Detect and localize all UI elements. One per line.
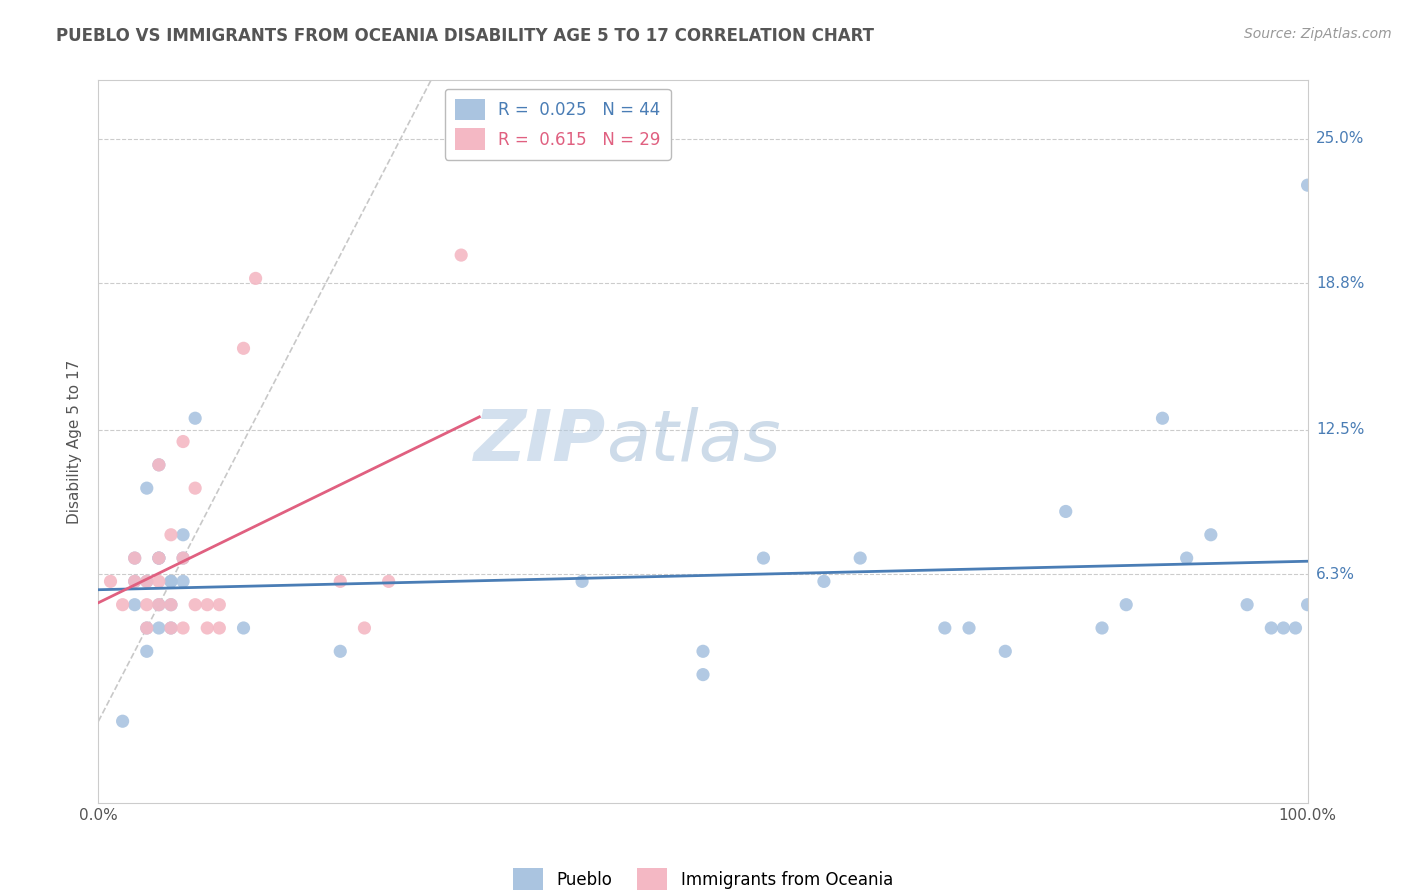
Point — [329, 574, 352, 589]
Text: atlas: atlas — [606, 407, 780, 476]
Point — [135, 598, 157, 612]
Point — [172, 434, 194, 449]
Point — [1199, 528, 1222, 542]
Point — [1175, 551, 1198, 566]
Point — [160, 598, 183, 612]
Point — [1284, 621, 1306, 635]
Text: 25.0%: 25.0% — [1316, 131, 1364, 146]
Point — [377, 574, 399, 589]
Point — [100, 574, 122, 589]
Text: PUEBLO VS IMMIGRANTS FROM OCEANIA DISABILITY AGE 5 TO 17 CORRELATION CHART: PUEBLO VS IMMIGRANTS FROM OCEANIA DISABI… — [56, 27, 875, 45]
Point — [172, 528, 194, 542]
Point — [160, 621, 183, 635]
Point — [124, 574, 146, 589]
Point — [245, 271, 267, 285]
Point — [994, 644, 1017, 658]
Point — [148, 458, 170, 472]
Point — [148, 551, 170, 566]
Text: 6.3%: 6.3% — [1316, 567, 1355, 582]
Point — [353, 621, 375, 635]
Point — [957, 621, 980, 635]
Point — [135, 621, 157, 635]
Point — [752, 551, 775, 566]
Point — [135, 621, 157, 635]
Point — [148, 458, 170, 472]
Point — [1260, 621, 1282, 635]
Point — [1296, 598, 1319, 612]
Point — [813, 574, 835, 589]
Point — [160, 528, 183, 542]
Point — [571, 574, 593, 589]
Point — [148, 551, 170, 566]
Point — [1091, 621, 1114, 635]
Point — [148, 598, 170, 612]
Point — [135, 574, 157, 589]
Point — [1115, 598, 1137, 612]
Point — [148, 551, 170, 566]
Point — [172, 574, 194, 589]
Point — [1054, 504, 1077, 518]
Point — [148, 574, 170, 589]
Point — [692, 644, 714, 658]
Text: 18.8%: 18.8% — [1316, 276, 1364, 291]
Point — [208, 621, 231, 635]
Point — [172, 551, 194, 566]
Point — [1296, 178, 1319, 193]
Point — [135, 644, 157, 658]
Point — [184, 598, 207, 612]
Point — [172, 551, 194, 566]
Point — [934, 621, 956, 635]
Point — [135, 481, 157, 495]
Point — [450, 248, 472, 262]
Point — [124, 551, 146, 566]
Text: ZIP: ZIP — [474, 407, 606, 476]
Point — [195, 621, 218, 635]
Point — [195, 598, 218, 612]
Point — [1272, 621, 1295, 635]
Point — [124, 598, 146, 612]
Point — [232, 341, 254, 355]
Legend: Pueblo, Immigrants from Oceania: Pueblo, Immigrants from Oceania — [506, 862, 900, 892]
Point — [148, 621, 170, 635]
Point — [692, 667, 714, 681]
Point — [124, 574, 146, 589]
Point — [111, 598, 134, 612]
Text: 12.5%: 12.5% — [1316, 423, 1364, 437]
Point — [232, 621, 254, 635]
Point — [1236, 598, 1258, 612]
Point — [329, 644, 352, 658]
Point — [160, 574, 183, 589]
Point — [849, 551, 872, 566]
Point — [135, 574, 157, 589]
Point — [124, 551, 146, 566]
Point — [208, 598, 231, 612]
Text: Source: ZipAtlas.com: Source: ZipAtlas.com — [1244, 27, 1392, 41]
Point — [160, 598, 183, 612]
Point — [1152, 411, 1174, 425]
Point — [148, 598, 170, 612]
Point — [184, 411, 207, 425]
Point — [160, 621, 183, 635]
Point — [172, 621, 194, 635]
Y-axis label: Disability Age 5 to 17: Disability Age 5 to 17 — [67, 359, 83, 524]
Point — [184, 481, 207, 495]
Point — [160, 574, 183, 589]
Point — [111, 714, 134, 729]
